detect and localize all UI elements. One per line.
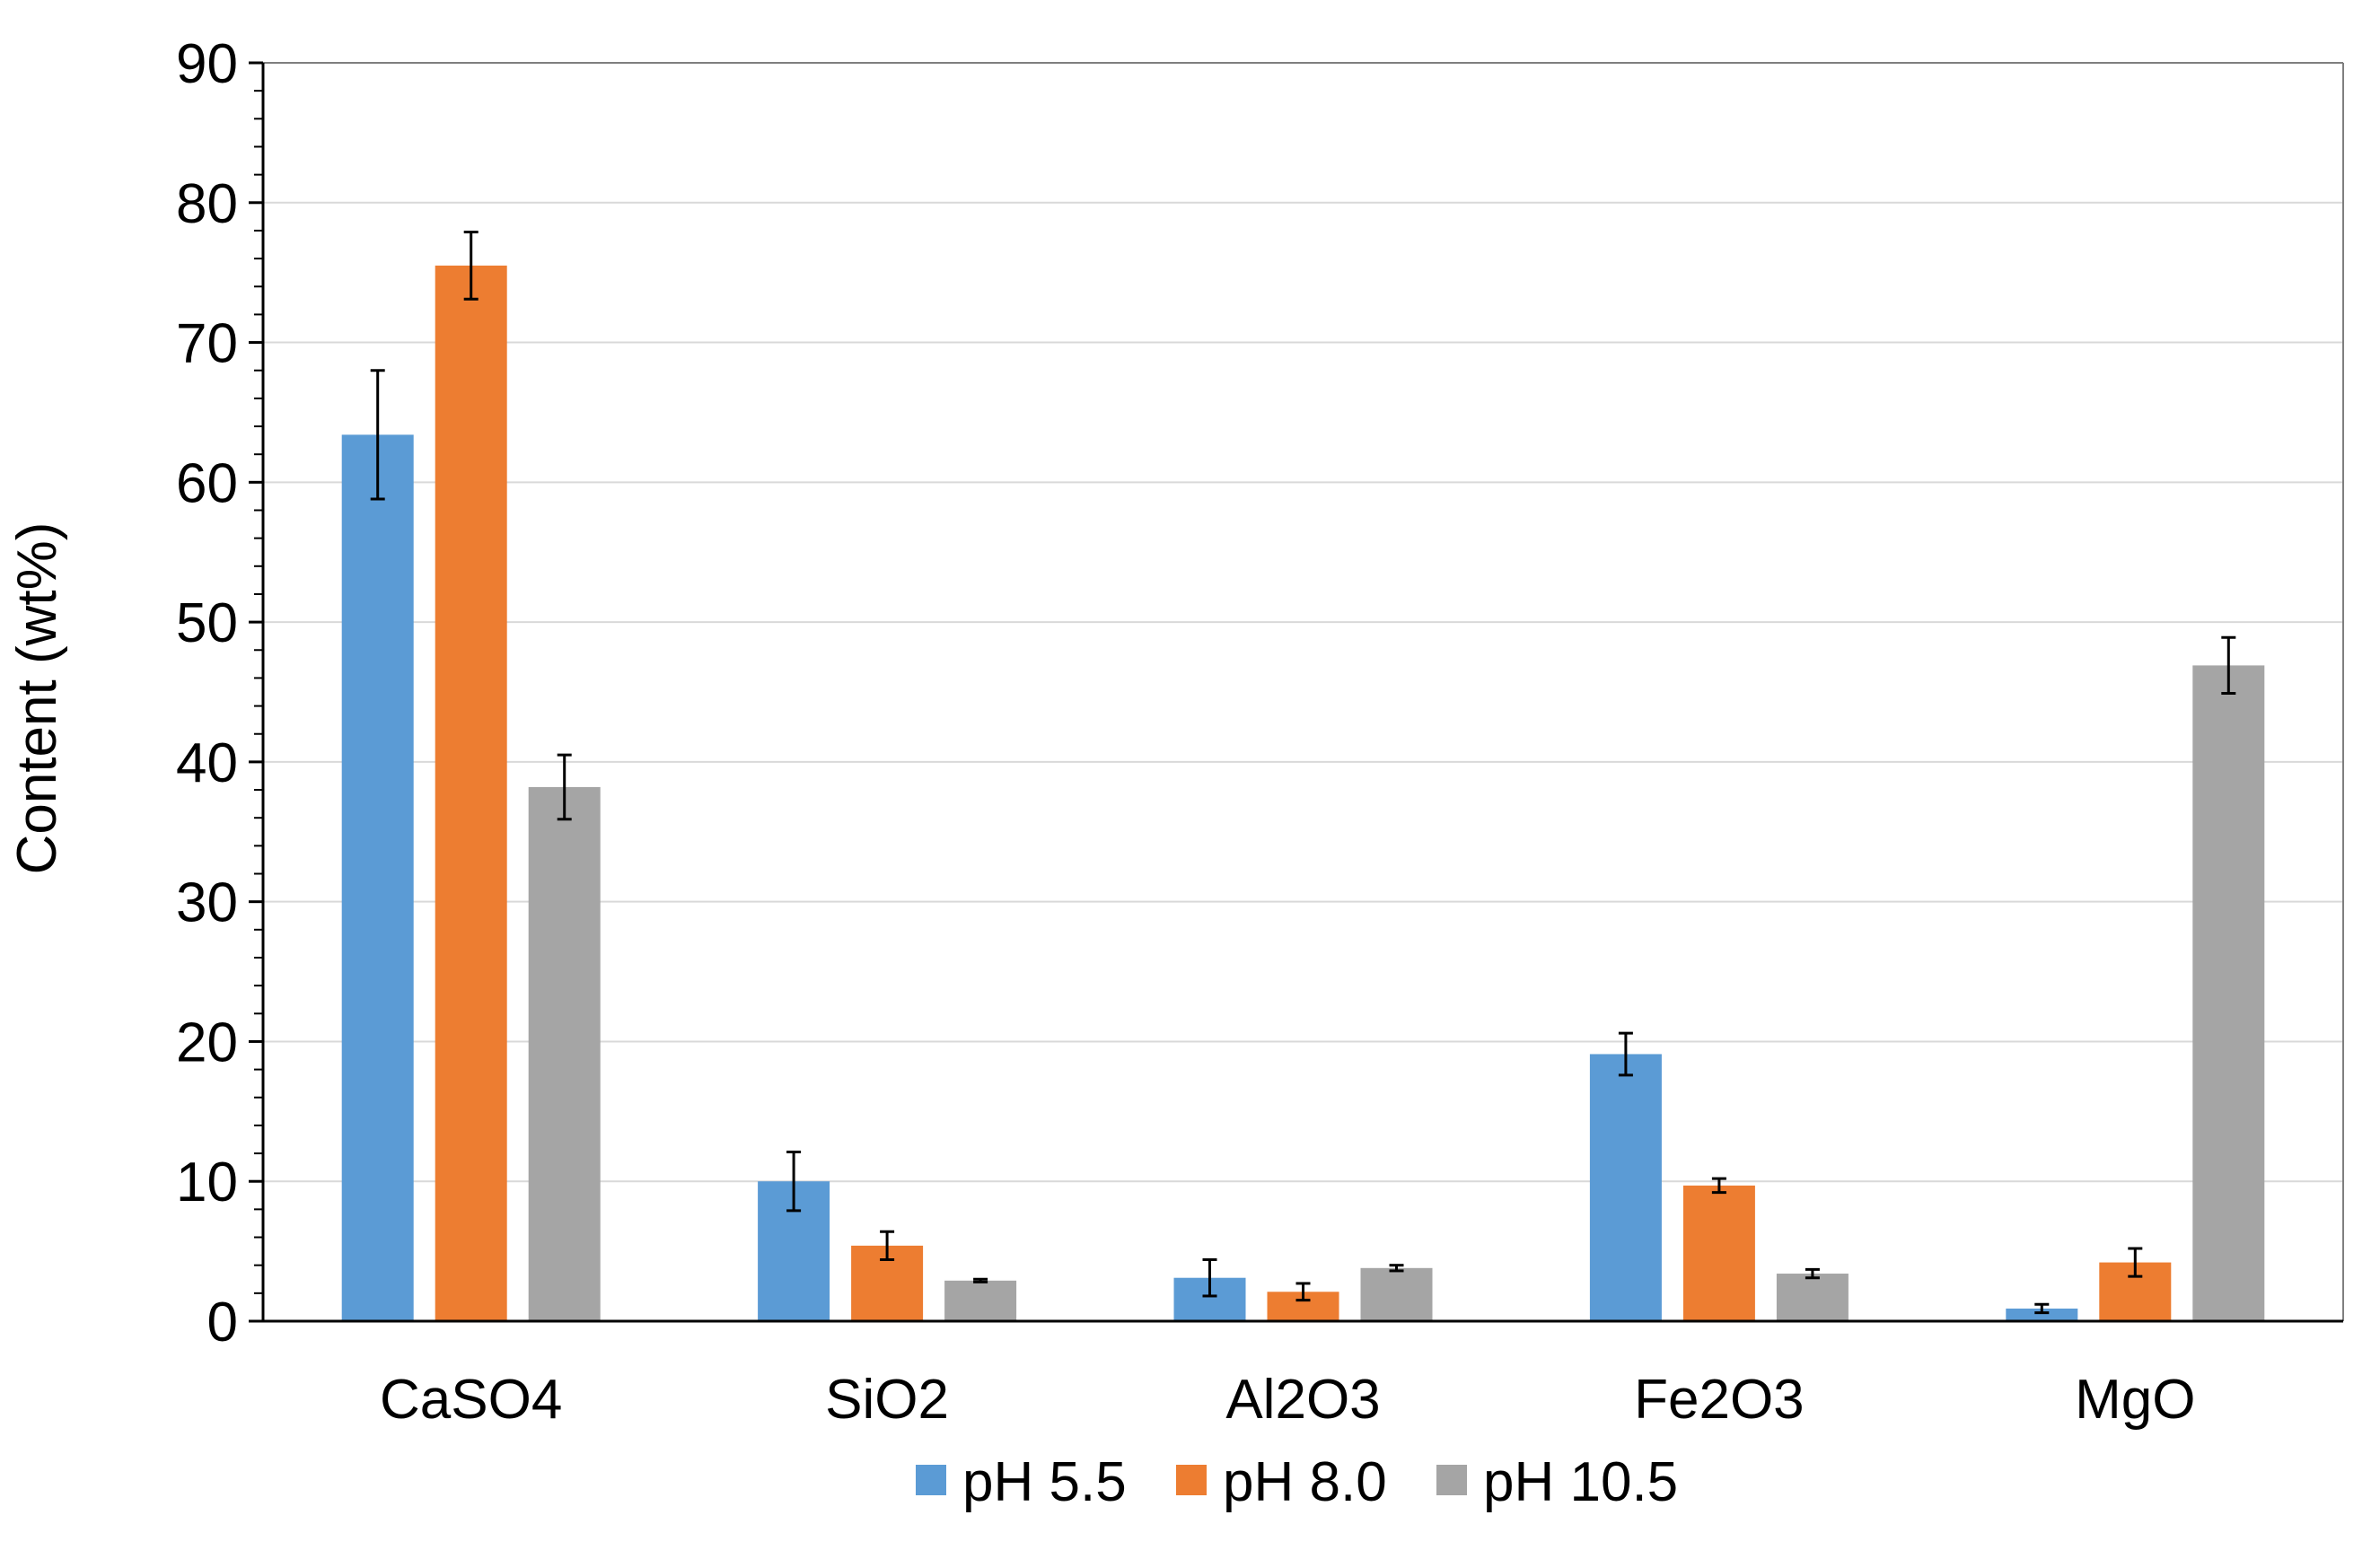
legend-label: pH 5.5 (962, 1451, 1127, 1513)
legend-swatch (916, 1465, 946, 1495)
bar-ph-10.5-caso4 (528, 786, 601, 1321)
bar-ph-10.5-fe2o3 (1776, 1274, 1849, 1321)
y-tick-label: 10 (176, 1152, 238, 1213)
axes (249, 61, 2344, 1323)
legend-swatch (1176, 1465, 1207, 1495)
y-tick-label: 80 (176, 173, 238, 235)
bar-ph-10.5-sio2 (944, 1280, 1017, 1321)
bar-ph-5.5-fe2o3 (1589, 1054, 1662, 1321)
y-tick-label: 60 (176, 452, 238, 514)
legend-swatch (1436, 1465, 1467, 1495)
bar-ph-10.5-al2o3 (1360, 1267, 1433, 1321)
y-tick-label: 30 (176, 872, 238, 934)
x-tick-label: CaSO4 (380, 1369, 562, 1431)
error-bars (370, 230, 2236, 1315)
y-tick-label: 0 (207, 1292, 238, 1353)
x-tick-label: MgO (2075, 1369, 2195, 1431)
bar-ph-8.0-caso4 (435, 265, 507, 1321)
legend: pH 5.5 pH 8.0 pH 10.5 (916, 1451, 1678, 1513)
bar-ph-5.5-mgo (2006, 1308, 2078, 1321)
y-axis-label: Content (wt%) (6, 522, 68, 875)
bar-ph-5.5-caso4 (341, 434, 414, 1321)
bar-ph-10.5-mgo (2192, 665, 2265, 1321)
y-tick-label: 20 (176, 1012, 238, 1073)
x-tick-label: Fe2O3 (1634, 1369, 1805, 1431)
legend-label: pH 10.5 (1483, 1451, 1678, 1513)
y-tick-label: 40 (176, 732, 238, 794)
bar-ph-8.0-fe2o3 (1682, 1185, 1755, 1321)
x-tick-label: SiO2 (825, 1369, 949, 1431)
x-tick-label: Al2O3 (1225, 1369, 1380, 1431)
y-tick-label: 90 (176, 33, 238, 95)
tick-labels: 0 10 20 30 40 50 60 70 80 90 CaSO4 SiO2 Al2O3 Fe2O3 Mg… (176, 33, 2195, 1431)
legend-label: pH 8.0 (1223, 1451, 1387, 1513)
y-tick-label: 70 (176, 313, 238, 375)
y-tick-label: 50 (176, 592, 238, 654)
